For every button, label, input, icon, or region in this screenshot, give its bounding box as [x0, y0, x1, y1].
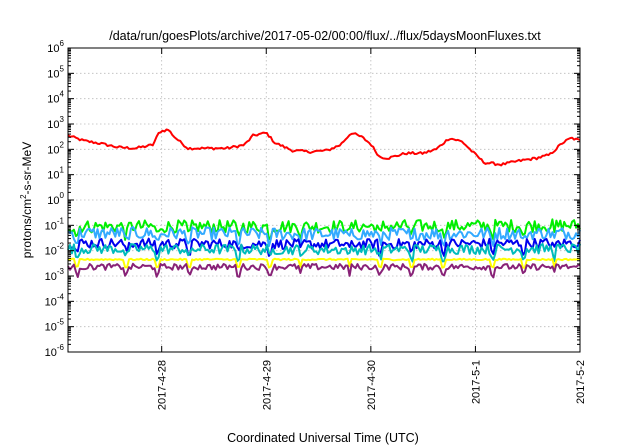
x-tick-labels: 2017-4-28 2017-4-29 2017-4-30 2017-5-1 2017-…	[157, 360, 587, 410]
y-tick-label: 105	[47, 64, 64, 80]
y-tick-base: 10	[47, 68, 59, 80]
y-tick-label: 106	[47, 39, 64, 55]
y-tick-label: 100	[47, 191, 64, 207]
y-tick-label: 102	[47, 140, 64, 156]
y-tick-exponent: 3	[60, 115, 65, 124]
y-axis-label-rest: -s-sr-MeV	[20, 142, 34, 195]
y-tick-base: 10	[45, 322, 57, 334]
y-axis-label-sup: 2	[19, 194, 28, 199]
x-axis-label: Coordinated Universal Time (UTC)	[227, 431, 419, 445]
series-line	[67, 128, 581, 167]
grid-lines	[68, 48, 581, 352]
y-tick-exponent: 4	[60, 90, 65, 99]
y-tick-base: 10	[47, 195, 59, 207]
y-tick-exponent: -3	[57, 267, 65, 276]
y-tick-exponent: 5	[60, 64, 65, 73]
y-tick-label: 10-6	[45, 343, 65, 359]
y-tick-exponent: -2	[57, 242, 65, 251]
y-axis-label: protons/cm2-s-sr-MeV	[19, 142, 34, 258]
y-tick-exponent: -5	[57, 318, 65, 327]
y-tick-labels: 10-610-510-410-310-210-11001011021031041…	[45, 39, 65, 359]
y-tick-exponent: 1	[60, 166, 65, 175]
y-tick-exponent: -6	[57, 343, 65, 352]
data-series	[67, 128, 581, 279]
y-tick-base: 10	[45, 246, 57, 258]
series-line	[67, 226, 581, 248]
y-tick-exponent: 6	[60, 39, 65, 48]
y-tick-label: 10-1	[45, 216, 65, 232]
series-line	[67, 257, 581, 269]
y-tick-base: 10	[45, 296, 57, 308]
x-tick-label: 2017-4-30	[366, 360, 378, 410]
y-tick-label: 10-3	[45, 267, 65, 283]
y-tick-label: 10-2	[45, 242, 65, 258]
y-tick-label: 101	[47, 166, 64, 182]
y-tick-label: 103	[47, 115, 64, 131]
series-line	[67, 262, 581, 279]
x-tick-label: 2017-5-2	[575, 360, 587, 404]
y-tick-base: 10	[45, 271, 57, 283]
y-tick-exponent: -4	[57, 292, 65, 301]
y-tick-base: 10	[47, 119, 59, 131]
series-line	[67, 237, 581, 257]
y-tick-base: 10	[47, 170, 59, 182]
y-tick-label: 10-5	[45, 318, 65, 334]
series-line	[67, 218, 581, 241]
x-tick-label: 2017-4-28	[157, 360, 169, 410]
x-tick-label: 2017-4-29	[261, 360, 273, 410]
series-line	[67, 242, 581, 263]
y-tick-exponent: 2	[60, 140, 65, 149]
y-tick-base: 10	[45, 220, 57, 232]
axis-ticks	[68, 47, 581, 353]
y-tick-base: 10	[47, 94, 59, 106]
y-tick-base: 10	[45, 347, 57, 359]
y-tick-label: 104	[47, 90, 64, 106]
y-tick-base: 10	[47, 43, 59, 55]
x-tick-label: 2017-5-1	[470, 360, 482, 404]
y-tick-base: 10	[47, 144, 59, 156]
chart-title: /data/run/goesPlots/archive/2017-05-02/0…	[109, 29, 541, 43]
y-tick-label: 10-4	[45, 292, 65, 308]
y-axis-label-main: protons/cm	[20, 199, 34, 258]
y-tick-exponent: 0	[60, 191, 65, 200]
y-tick-exponent: -1	[57, 216, 65, 225]
